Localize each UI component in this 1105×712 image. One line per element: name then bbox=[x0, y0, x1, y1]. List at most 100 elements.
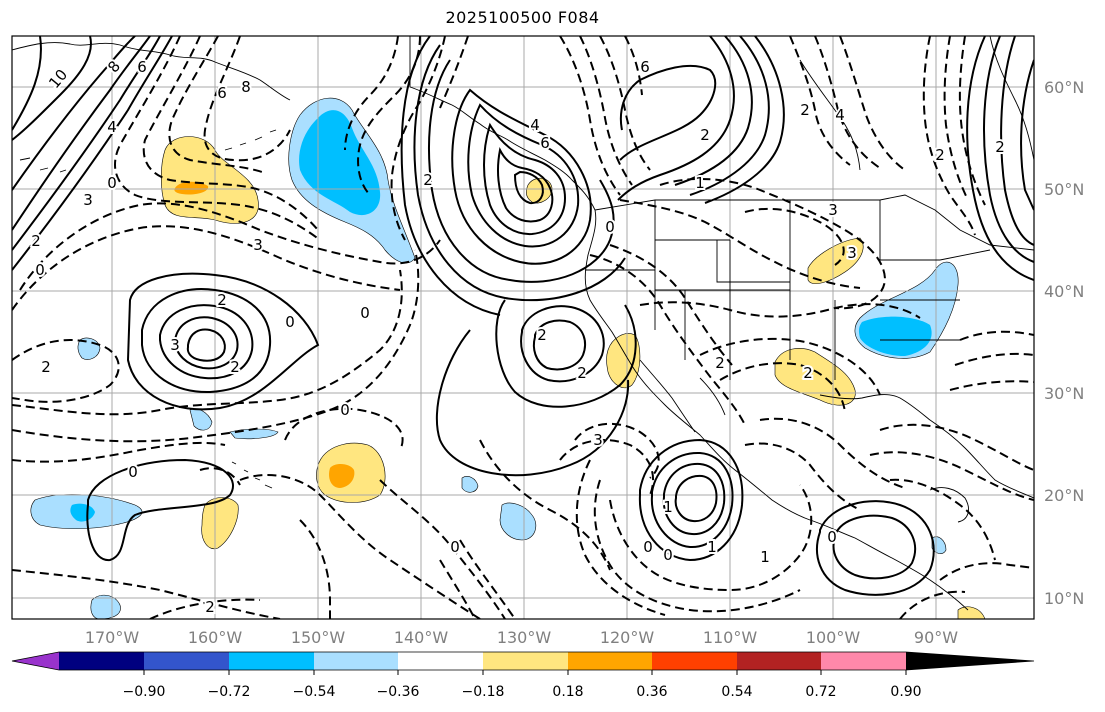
map-title: 2025100500 F084 bbox=[445, 8, 600, 27]
contour-dashed bbox=[943, 36, 969, 201]
coastline-hawaii bbox=[231, 461, 273, 489]
contour-solid bbox=[174, 316, 239, 370]
contour-solid bbox=[467, 103, 580, 248]
lon-label: 90°W bbox=[914, 628, 958, 647]
contour-label: 0 bbox=[285, 313, 295, 331]
contour-dashed bbox=[699, 337, 881, 396]
lat-label: 10°N bbox=[1044, 589, 1084, 608]
contour-label: 2 bbox=[700, 126, 710, 144]
contour-solid bbox=[520, 305, 605, 383]
contour-dashed bbox=[559, 439, 655, 496]
contour-solid bbox=[12, 36, 136, 191]
contour-solid bbox=[12, 36, 42, 131]
lat-label: 50°N bbox=[1044, 180, 1084, 199]
contour-dashed bbox=[12, 339, 120, 403]
contour-dashed bbox=[639, 301, 921, 319]
state-borders bbox=[585, 199, 991, 380]
contour-dashed bbox=[168, 36, 263, 173]
colorbar-tick-label: 0.54 bbox=[721, 684, 752, 700]
contour-label: 2 bbox=[537, 326, 547, 344]
contour-solid bbox=[689, 36, 770, 196]
colorbar-segment bbox=[568, 652, 652, 670]
lon-label: 170°W bbox=[85, 628, 140, 647]
colorbar-outline bbox=[11, 651, 1035, 671]
contour-dashed bbox=[479, 439, 611, 571]
contour-solid bbox=[413, 44, 626, 302]
contour-dashed bbox=[19, 202, 441, 291]
contour-dashed bbox=[439, 36, 469, 109]
contour-dashed bbox=[284, 407, 404, 451]
contour-dashed bbox=[12, 569, 281, 619]
contour-dashed bbox=[199, 467, 241, 486]
colorbar-segment bbox=[483, 652, 568, 670]
lat-label: 60°N bbox=[1044, 78, 1084, 97]
contour-solid bbox=[816, 500, 935, 596]
colorbar-tick-label: 0.18 bbox=[552, 684, 583, 700]
contour-label: 8 bbox=[241, 78, 251, 96]
coastline-baja bbox=[639, 359, 726, 433]
coastline-west-coast bbox=[584, 209, 969, 611]
colorbar-segment bbox=[652, 652, 737, 670]
contour-label: 4 bbox=[835, 106, 845, 124]
contour-dashed bbox=[609, 244, 733, 366]
shade-positive-region bbox=[807, 237, 864, 284]
contour-solid bbox=[497, 146, 554, 223]
contour-label: 0 bbox=[827, 528, 837, 546]
colorbar-segment bbox=[314, 652, 398, 670]
longitude-axis: 170°W 160°W 150°W 140°W 130°W 120°W 110°… bbox=[85, 628, 958, 647]
contour-label: 0 bbox=[360, 304, 370, 322]
contour-label: 2 bbox=[935, 146, 945, 164]
shade-negative-region bbox=[90, 594, 121, 619]
contour-label: 6 bbox=[540, 134, 550, 152]
shade-positive-region bbox=[201, 497, 239, 550]
canada-border bbox=[594, 194, 1034, 251]
contour-dashed bbox=[899, 590, 966, 619]
colorbar-segment-high-extension bbox=[906, 652, 1034, 670]
contour-label: 1 bbox=[760, 548, 770, 566]
contour-dashed bbox=[344, 36, 399, 151]
contour-label: 0 bbox=[643, 538, 653, 556]
contour-dashed bbox=[939, 562, 1034, 581]
contour-labels: 10 8 6 6 8 4 3 0 2 0 3 2 3 2 0 0 2 0 0 2… bbox=[29, 55, 1007, 618]
contour-dashed bbox=[744, 207, 845, 266]
colorbar-segment bbox=[398, 652, 483, 670]
contour-dashed bbox=[879, 423, 1034, 471]
contour-label: 0 bbox=[107, 174, 117, 192]
shade-positive-region bbox=[957, 606, 986, 619]
contour-dashed bbox=[203, 36, 291, 162]
contour-dashed bbox=[609, 484, 813, 592]
contour-label: 2 bbox=[205, 598, 215, 616]
contour-label: 1 bbox=[695, 174, 705, 192]
contour-dashed bbox=[922, 36, 976, 236]
colorbar-tick-label: 0.72 bbox=[805, 684, 836, 700]
lat-label: 40°N bbox=[1044, 282, 1084, 301]
contour-solid bbox=[435, 329, 630, 477]
contour-dashed bbox=[954, 352, 1034, 366]
coastline-gulf bbox=[819, 394, 1034, 499]
colorbar-tick-label: −0.54 bbox=[293, 684, 336, 700]
shade-positive-region bbox=[774, 348, 856, 406]
gridlines bbox=[12, 36, 1034, 619]
colorbar-segment bbox=[737, 652, 821, 670]
contour-label: 3 bbox=[593, 431, 603, 449]
contour-label: 6 bbox=[137, 58, 147, 76]
lon-label: 100°W bbox=[806, 628, 861, 647]
shade-negative-core bbox=[858, 316, 932, 356]
contour-label: 3 bbox=[170, 336, 180, 354]
contour-solid bbox=[141, 288, 272, 394]
shade-positive-core bbox=[329, 464, 355, 488]
contour-dashed bbox=[379, 479, 506, 619]
contour-label: 2 bbox=[41, 358, 51, 376]
contour-label: 3 bbox=[83, 191, 93, 209]
contour-solid bbox=[428, 59, 615, 283]
contour-dashed bbox=[459, 539, 516, 619]
contour-label: 2 bbox=[423, 171, 433, 189]
colorbar-tick-label: −0.18 bbox=[462, 684, 505, 700]
contour-dashed bbox=[12, 269, 403, 416]
contour-dashed bbox=[589, 254, 746, 426]
contour-dashed bbox=[719, 362, 846, 413]
contour-dashed bbox=[12, 249, 420, 443]
contour-dashed bbox=[619, 199, 861, 289]
colorbar-segment-low-extension bbox=[12, 652, 59, 670]
contour-solid bbox=[12, 36, 151, 231]
